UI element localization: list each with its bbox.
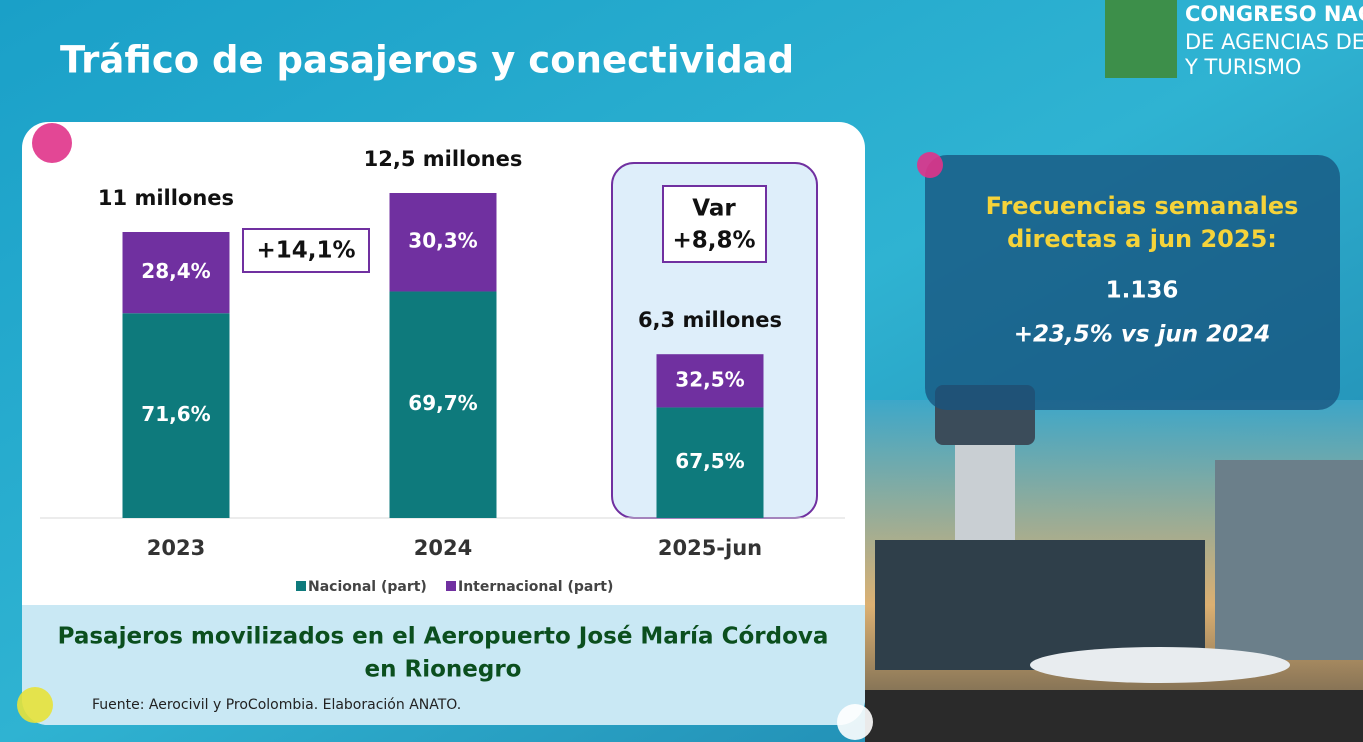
value-label: 28,4% — [141, 259, 210, 283]
x-tick-label: 2024 — [414, 536, 472, 560]
value-label: 67,5% — [675, 449, 744, 473]
panel-title: Frecuencias semanales — [986, 192, 1299, 220]
caption-band — [22, 605, 865, 725]
logo-text: CONGRESO NACION — [1185, 2, 1363, 26]
x-tick-label: 2025-jun — [658, 536, 762, 560]
variation-annotation: +8,8% — [672, 228, 755, 254]
legend-swatch — [446, 581, 456, 591]
growth-box — [242, 228, 370, 273]
runway — [865, 690, 1363, 742]
value-label: 69,7% — [408, 391, 477, 415]
panel-title: directas a jun 2025: — [1007, 225, 1277, 253]
flower-decoration — [917, 152, 943, 178]
bar-segment — [656, 354, 764, 408]
panel-change: +23,5% vs jun 2024 — [1014, 322, 1270, 348]
flower-decoration — [837, 704, 873, 740]
caption: en Rionegro — [365, 657, 522, 683]
growth-annotation: +14,1% — [256, 238, 355, 264]
logo-text: Y TURISMO — [1184, 55, 1301, 79]
bar-segment — [656, 407, 764, 518]
bar-segment — [122, 313, 230, 518]
legend-label: Nacional (part) — [308, 579, 427, 595]
building — [1215, 460, 1363, 660]
x-tick-label: 2023 — [147, 536, 205, 560]
logo-image — [1105, 0, 1177, 78]
caption: Pasajeros movilizados en el Aeropuerto J… — [58, 624, 829, 650]
variation-box — [662, 185, 767, 263]
total-label: 11 millones — [98, 186, 234, 210]
panel-value: 1.136 — [1106, 278, 1179, 304]
value-label: 71,6% — [141, 402, 210, 426]
airplane — [1030, 647, 1290, 683]
logo-text: DE AGENCIAS DE VIAJ — [1185, 30, 1363, 54]
bar-segment — [389, 193, 497, 292]
legend-swatch — [296, 581, 306, 591]
bar-segment — [389, 291, 497, 518]
variation-annotation: Var — [692, 196, 736, 222]
bar-chart: 71,6% 28,4% 11 millones 2023 69,7% 30,3% 12,5 … — [40, 147, 845, 595]
legend-label: Internacional (part) — [458, 579, 613, 595]
total-label: 12,5 millones — [364, 147, 523, 171]
value-label: 30,3% — [408, 229, 477, 253]
bar-segment — [122, 232, 230, 314]
flower-decoration — [32, 123, 72, 163]
source: Fuente: Aerocivil y ProColombia. Elabora… — [92, 697, 461, 713]
total-label: 6,3 millones — [638, 308, 782, 332]
flower-decoration — [17, 687, 53, 723]
side-panel — [925, 155, 1340, 410]
value-label: 32,5% — [675, 367, 744, 391]
slide-title: Tráfico de pasajeros y conectividad — [60, 39, 794, 82]
